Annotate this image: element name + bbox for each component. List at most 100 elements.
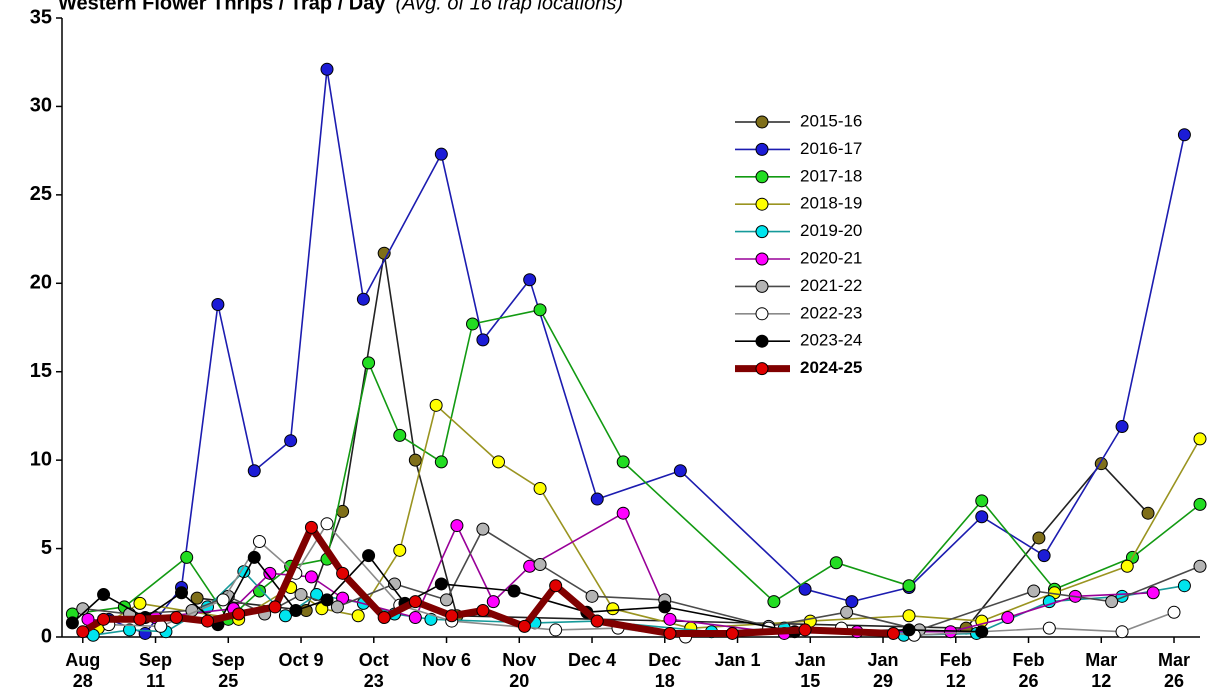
legend-label: 2017-18 (800, 166, 862, 185)
series (190, 246, 1155, 635)
marker (330, 600, 344, 614)
marker (429, 398, 443, 412)
marker (533, 481, 547, 495)
chart-subtitle: (Avg. of 16 trap locations) (396, 0, 624, 14)
x-tick-label: Feb 26 (1012, 650, 1045, 691)
marker (1115, 625, 1129, 639)
marker (798, 623, 812, 637)
marker (65, 616, 79, 630)
marker (154, 619, 168, 633)
marker (232, 607, 246, 621)
legend-marker (755, 307, 769, 321)
marker (606, 602, 620, 616)
legend-marker (755, 334, 769, 348)
marker (523, 273, 537, 287)
marker (434, 577, 448, 591)
marker (616, 506, 630, 520)
marker (1193, 432, 1207, 446)
marker (362, 356, 376, 370)
marker (304, 570, 318, 584)
marker (1177, 128, 1191, 142)
marker (252, 534, 266, 548)
marker (1193, 497, 1207, 511)
marker (175, 586, 189, 600)
marker (517, 619, 531, 633)
marker (533, 557, 547, 571)
marker (190, 591, 204, 605)
marker (97, 588, 111, 602)
series (102, 517, 1181, 644)
legend-marker (755, 279, 769, 293)
marker (252, 584, 266, 598)
marker (200, 614, 214, 628)
marker (507, 584, 521, 598)
marker (1167, 605, 1181, 619)
marker (491, 455, 505, 469)
x-tick-label: Aug 28 (65, 650, 101, 691)
marker (169, 611, 183, 625)
marker (798, 582, 812, 596)
marker (658, 600, 672, 614)
x-tick-label: Mar 12 (1085, 650, 1118, 691)
marker (304, 520, 318, 534)
marker (725, 626, 739, 640)
marker (1105, 595, 1119, 609)
marker (336, 566, 350, 580)
marker (76, 625, 90, 639)
marker (975, 494, 989, 508)
legend-marker (755, 225, 769, 239)
marker (476, 333, 490, 347)
legend-marker (755, 362, 769, 376)
marker (445, 609, 459, 623)
marker (616, 455, 630, 469)
series-line (108, 68, 1186, 635)
y-tick-label: 0 (41, 625, 52, 647)
marker (1027, 584, 1041, 598)
marker (466, 317, 480, 331)
x-tick-label: Jan 15 (794, 650, 826, 691)
marker (1042, 621, 1056, 635)
marker (902, 609, 916, 623)
marker (663, 612, 677, 626)
marker (320, 517, 334, 531)
marker (902, 623, 916, 637)
marker (263, 566, 277, 580)
marker (434, 455, 448, 469)
marker (133, 612, 147, 626)
marker (408, 595, 422, 609)
chart-title: Western Flower Thrips / Trap / Day (58, 0, 386, 14)
marker (767, 595, 781, 609)
legend-marker (755, 252, 769, 266)
x-tick-label: Jan 1 (714, 650, 761, 670)
marker (1177, 579, 1191, 593)
marker (1141, 506, 1155, 520)
x-tick-label: Oct 9 (278, 650, 324, 670)
legend-marker (755, 115, 769, 129)
marker (590, 614, 604, 628)
marker (450, 519, 464, 533)
series (76, 520, 900, 640)
y-tick-label: 15 (30, 360, 52, 382)
marker (320, 62, 334, 76)
marker (845, 595, 859, 609)
marker (408, 611, 422, 625)
marker (663, 626, 677, 640)
marker (590, 492, 604, 506)
x-tick-label: Dec 18 (648, 650, 682, 691)
y-tick-label: 20 (30, 272, 52, 294)
marker (211, 298, 225, 312)
x-tick-label: Jan 29 (867, 650, 899, 691)
marker (393, 543, 407, 557)
marker (123, 623, 137, 637)
marker (549, 623, 563, 637)
legend-label: 2018-19 (800, 194, 862, 213)
marker (486, 595, 500, 609)
legend-marker (755, 142, 769, 156)
legend-label: 2015-16 (800, 111, 862, 130)
marker (886, 626, 900, 640)
marker (180, 550, 194, 564)
marker (294, 588, 308, 602)
marker (1146, 586, 1160, 600)
marker (476, 603, 490, 617)
legend-label: 2016-17 (800, 139, 862, 158)
